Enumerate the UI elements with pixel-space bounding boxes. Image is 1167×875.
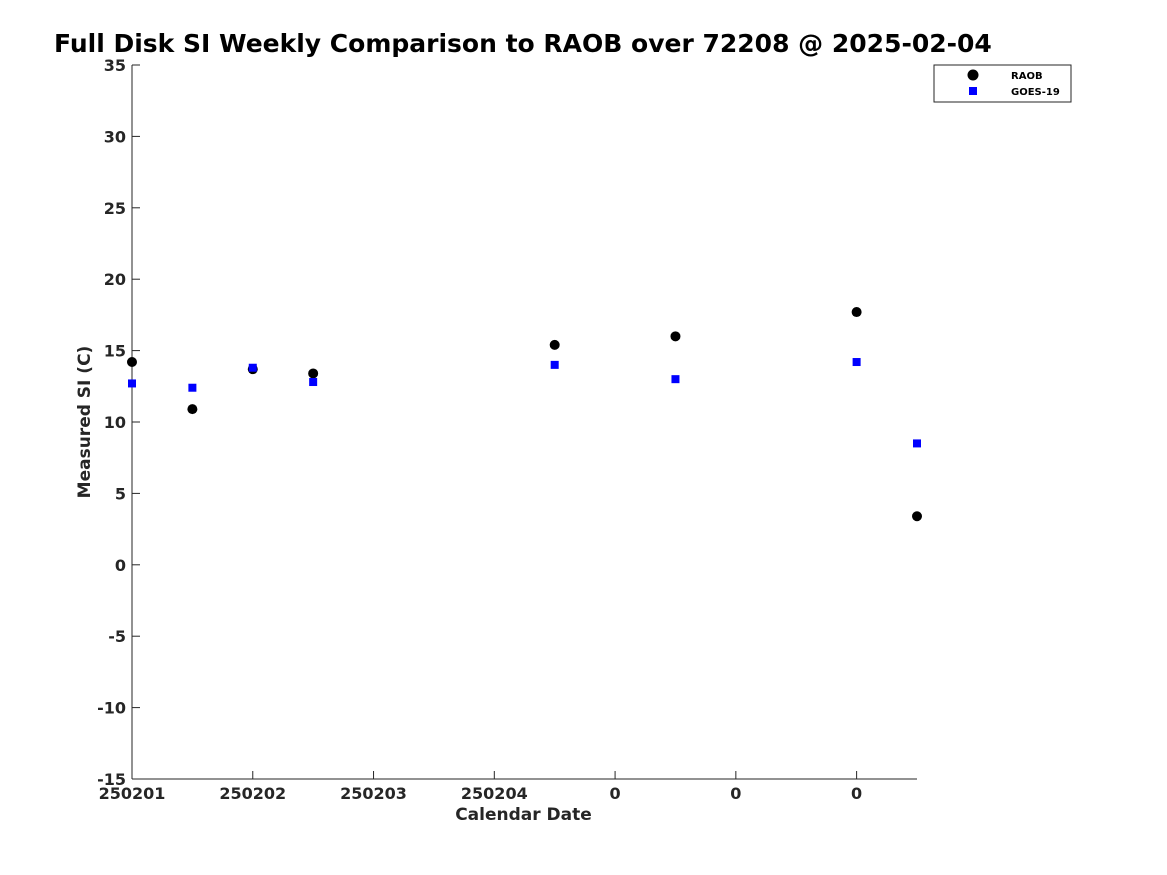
series-goes-19 <box>128 358 921 448</box>
raob-point <box>670 331 681 342</box>
y-axis-label: Measured SI (C) <box>75 346 95 499</box>
x-axis-label: Calendar Date <box>455 805 592 825</box>
legend-label: RAOB <box>1011 71 1043 82</box>
y-tick-label: 35 <box>104 56 126 75</box>
legend-box <box>933 64 1072 103</box>
goes-19-point <box>550 360 559 369</box>
legend-label: GOES-19 <box>1011 87 1060 98</box>
y-tick-label: 25 <box>104 199 126 218</box>
legend-goes-19-marker <box>969 87 977 95</box>
y-tick-label: 10 <box>104 413 126 432</box>
y-tick-label: 30 <box>104 127 126 146</box>
goes-19-point <box>128 379 136 388</box>
legend-raob-marker <box>967 69 979 81</box>
raob-point <box>127 357 137 368</box>
goes-19-point <box>913 439 921 448</box>
x-tick-label: 0 <box>610 784 621 803</box>
x-tick-label: 250204 <box>461 784 528 803</box>
x-tick-label: 0 <box>851 784 862 803</box>
data-marks <box>127 307 922 522</box>
chart-title: Full Disk SI Weekly Comparison to RAOB o… <box>54 29 992 58</box>
x-tick-label: 250201 <box>99 784 166 803</box>
x-tick-label: 250203 <box>340 784 407 803</box>
series-raob <box>127 307 922 522</box>
raob-point <box>187 404 198 415</box>
goes-19-point <box>671 375 680 384</box>
goes-19-point <box>248 363 257 372</box>
x-tick-label: 250202 <box>219 784 286 803</box>
y-tick-label: 0 <box>115 556 126 575</box>
y-tick-label: 15 <box>104 342 126 361</box>
y-tick-label: 20 <box>104 270 126 289</box>
y-tick-label: 5 <box>115 484 126 503</box>
goes-19-point <box>309 378 318 387</box>
y-tick-label: -15 <box>97 770 126 789</box>
raob-point <box>308 368 319 379</box>
legend: RAOB GOES-19 <box>933 64 1072 103</box>
x-tick-label: 0 <box>730 784 741 803</box>
raob-point <box>851 307 862 318</box>
y-tick-label: -10 <box>97 699 126 718</box>
raob-point <box>912 511 922 522</box>
y-tick-label: -5 <box>108 627 126 646</box>
goes-19-point <box>188 383 197 392</box>
goes-19-point <box>852 358 861 367</box>
raob-point <box>549 339 560 350</box>
